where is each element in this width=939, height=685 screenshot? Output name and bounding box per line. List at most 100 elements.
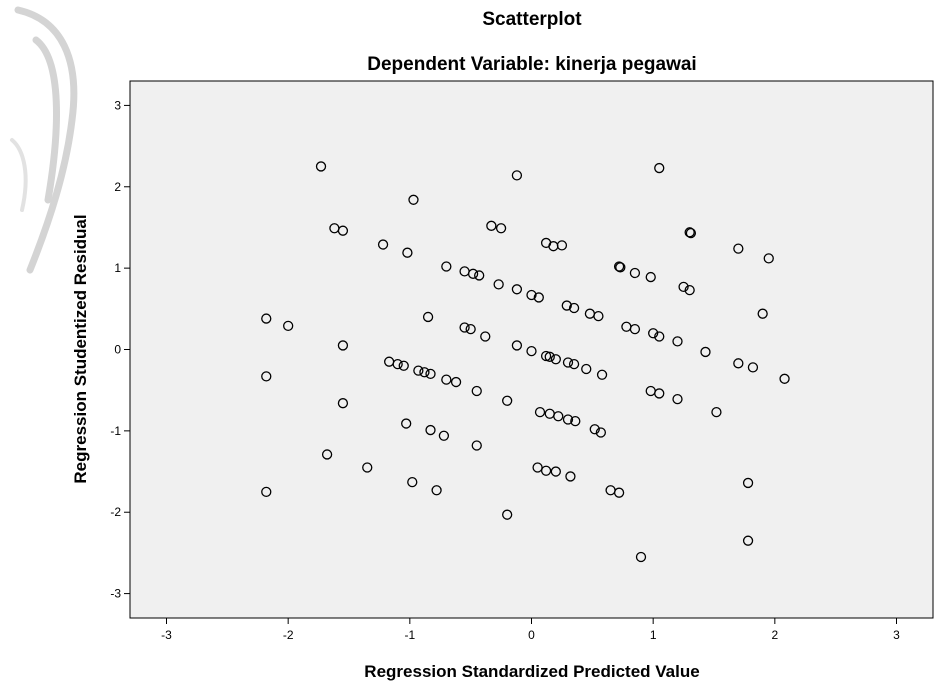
- data-point: [431, 485, 442, 496]
- data-point: [441, 374, 452, 385]
- data-point: [556, 240, 568, 251]
- data-point: [392, 358, 403, 370]
- data-point: [568, 358, 580, 370]
- data-point: [474, 270, 485, 281]
- chart-subtitle: Dependent Variable: kinerja pegawai: [367, 54, 696, 75]
- y-tick-label: 2: [114, 180, 121, 194]
- data-point: [589, 424, 600, 435]
- data-point: [261, 371, 272, 382]
- data-point: [467, 268, 479, 279]
- data-point: [550, 466, 561, 477]
- data-point: [613, 487, 625, 498]
- data-point: [711, 406, 722, 418]
- data-point: [526, 345, 537, 357]
- watermark-seal: [10, 6, 78, 274]
- data-point: [480, 331, 491, 342]
- data-point: [565, 471, 576, 482]
- data-point: [733, 243, 744, 254]
- data-point: [562, 414, 574, 425]
- x-axis-label: Regression Standardized Predicted Value: [364, 662, 699, 681]
- data-point: [540, 350, 552, 362]
- data-point: [629, 324, 641, 335]
- data-point: [419, 367, 430, 378]
- x-tick-label: -1: [404, 628, 415, 642]
- data-point: [684, 227, 695, 238]
- data-point: [534, 406, 546, 418]
- data-point: [763, 253, 774, 264]
- data-point: [532, 462, 543, 473]
- data-point: [315, 161, 327, 172]
- data-point: [648, 328, 659, 339]
- data-point: [407, 476, 418, 488]
- data-point: [526, 289, 537, 301]
- x-tick-label: 3: [893, 628, 900, 642]
- y-axis-label: Regression Studentized Residual: [71, 214, 90, 483]
- x-tick-label: -2: [283, 628, 294, 642]
- data-point: [544, 351, 555, 362]
- data-point: [629, 267, 641, 279]
- data-point: [450, 376, 462, 388]
- data-point: [581, 363, 592, 375]
- data-point: [362, 462, 373, 473]
- data-point: [471, 440, 482, 451]
- y-tick-label: -3: [110, 587, 121, 601]
- data-point: [562, 357, 574, 368]
- data-point: [321, 449, 333, 460]
- data-point: [337, 398, 349, 409]
- data-point: [678, 281, 689, 293]
- data-point: [685, 227, 697, 239]
- data-point: [615, 262, 626, 273]
- data-point: [511, 340, 523, 351]
- data-point: [261, 486, 272, 498]
- x-tick-label: 2: [771, 628, 778, 642]
- plot-area: [129, 80, 934, 619]
- data-point: [742, 477, 754, 489]
- x-tick-label: 0: [528, 628, 535, 642]
- data-point: [533, 292, 544, 303]
- data-point: [742, 535, 754, 546]
- data-point: [502, 509, 513, 520]
- data-point: [495, 223, 507, 234]
- data-point: [596, 369, 608, 380]
- data-point: [654, 388, 665, 399]
- data-point: [465, 324, 476, 335]
- data-point: [550, 354, 561, 365]
- data-point: [486, 220, 497, 231]
- y-tick-label: 0: [114, 343, 121, 357]
- data-point: [654, 162, 665, 174]
- data-point: [398, 360, 409, 371]
- data-point: [471, 385, 482, 397]
- data-point: [438, 430, 450, 441]
- x-tick-label: -3: [161, 628, 172, 642]
- data-point: [568, 302, 580, 314]
- data-point: [700, 346, 711, 358]
- data-point: [540, 465, 552, 476]
- data-point: [337, 225, 349, 236]
- data-point: [261, 313, 272, 324]
- data-point: [672, 336, 683, 347]
- data-point: [595, 427, 606, 438]
- data-point: [593, 310, 604, 322]
- data-point: [654, 331, 665, 342]
- data-point: [408, 194, 419, 205]
- data-point: [672, 393, 683, 405]
- data-point: [425, 424, 436, 436]
- y-tick-label: -2: [110, 505, 121, 519]
- data-point: [684, 284, 695, 296]
- data-point: [757, 308, 768, 319]
- data-point: [561, 300, 572, 311]
- data-point: [425, 368, 436, 380]
- data-point: [570, 415, 581, 427]
- data-point: [502, 395, 513, 406]
- data-point: [779, 373, 790, 384]
- data-point: [401, 418, 412, 429]
- data-points: [261, 161, 790, 563]
- data-point: [511, 170, 523, 181]
- data-point: [635, 551, 647, 563]
- y-axis: -3 -2 -1 0 1 2 3: [110, 98, 130, 601]
- x-tick-label: 1: [650, 628, 657, 642]
- x-axis: -3 -2 -1 0 1 2 3: [161, 618, 900, 642]
- data-point: [422, 311, 434, 323]
- data-point: [377, 239, 389, 250]
